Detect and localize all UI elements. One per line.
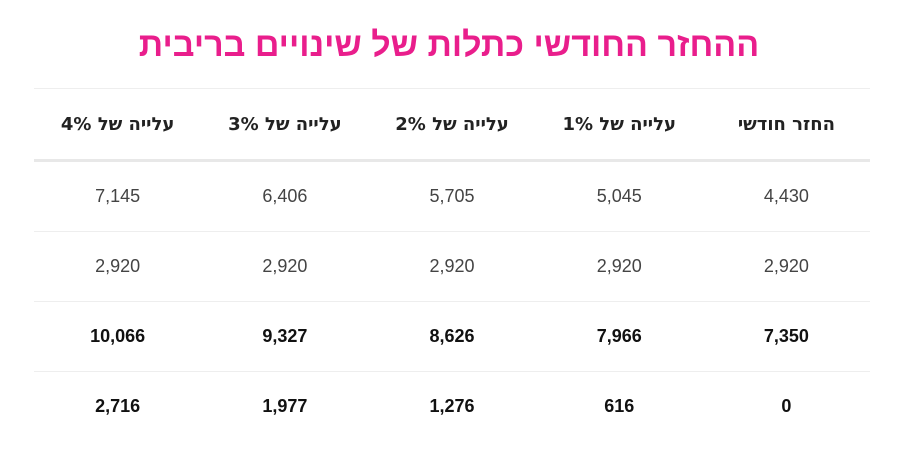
table-cell: 2,920 [702,231,870,302]
table-cell: 2,920 [201,231,369,302]
table-cell: 5,045 [535,160,703,232]
table-body: 4,430 5,045 5,705 6,406 7,145 2,920 2,920 2,920… [34,160,870,442]
table-cell: 2,920 [535,231,703,302]
table-cell: 2,716 [95,396,141,416]
table-cell: 616 [604,396,635,416]
table-cell: 10,066 [34,301,202,372]
table-row: 4,430 5,045 5,705 6,406 7,145 [34,160,870,232]
table-cell: 8,626 [368,301,536,372]
table-row: 7,350 7,966 8,626 9,327 10,066 [34,301,870,372]
table: החזר חודשי עלייה של 1% עלייה של 2% עלייה של… [34,88,870,441]
table-cell: 2,920 [34,231,202,302]
header-cell: עלייה של 3% [201,88,369,162]
table-cell: 1,977 [262,396,308,416]
title: ההחזר החודשי כתלות של שינויים בריבית [138,26,760,64]
table-cell: 7,966 [535,301,703,372]
table-cell: 1,276 [429,396,475,416]
header-cell: עלייה של 1% [535,88,703,162]
table-cell: 0 [781,396,792,416]
header-cell: החזר חודשי [702,88,870,162]
table-row: 0 616 1,276 1,977 2,716 [34,372,870,442]
table-cell: 6,406 [201,160,369,232]
table-cell: 4,430 [702,160,870,232]
table-cell: 7,350 [702,301,870,372]
table-row: 2,920 2,920 2,920 2,920 2,920 [34,231,870,302]
header-cell: עלייה של 4% [34,88,202,162]
table-cell: 7,145 [34,160,202,232]
table-cell: 9,327 [201,301,369,372]
table-cell: 2,920 [368,231,536,302]
header-row: החזר חודשי עלייה של 1% עלייה של 2% עלייה של… [34,88,870,162]
header-cell: עלייה של 2% [368,88,536,162]
table-cell: 5,705 [368,160,536,232]
table-header: החזר חודשי עלייה של 1% עלייה של 2% עלייה של… [34,88,870,162]
